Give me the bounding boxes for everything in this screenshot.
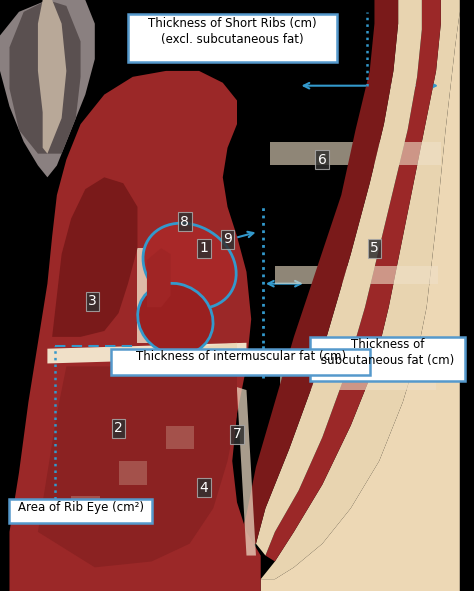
Text: 7: 7 [233, 427, 241, 441]
FancyBboxPatch shape [310, 337, 465, 381]
Polygon shape [147, 248, 171, 307]
Text: Thickness of Short Ribs (cm)
(excl. subcutaneous fat): Thickness of Short Ribs (cm) (excl. subc… [148, 17, 317, 46]
Polygon shape [275, 266, 438, 284]
Polygon shape [52, 177, 137, 337]
Ellipse shape [138, 283, 213, 355]
Polygon shape [9, 71, 261, 591]
FancyBboxPatch shape [9, 499, 152, 523]
Polygon shape [0, 0, 95, 177]
Polygon shape [261, 0, 460, 579]
Ellipse shape [143, 223, 236, 309]
Text: 1: 1 [200, 241, 208, 255]
Text: Area of Rib Eye (cm²): Area of Rib Eye (cm²) [18, 501, 144, 514]
Text: 2: 2 [114, 421, 123, 436]
Text: 3: 3 [88, 294, 97, 309]
Text: 9: 9 [223, 232, 232, 246]
Polygon shape [137, 248, 156, 343]
Polygon shape [166, 426, 194, 449]
Polygon shape [47, 343, 246, 363]
Polygon shape [38, 366, 237, 567]
Polygon shape [71, 496, 100, 520]
Text: 8: 8 [181, 215, 189, 229]
Polygon shape [256, 0, 422, 556]
Polygon shape [38, 0, 66, 154]
FancyBboxPatch shape [111, 349, 370, 375]
Polygon shape [118, 461, 147, 485]
Polygon shape [270, 142, 441, 165]
Polygon shape [280, 372, 436, 390]
Polygon shape [199, 378, 256, 556]
Polygon shape [133, 343, 237, 378]
Text: Thickness of intermuscular fat (cm): Thickness of intermuscular fat (cm) [136, 350, 346, 363]
Text: 4: 4 [200, 480, 208, 495]
FancyBboxPatch shape [128, 14, 337, 62]
Polygon shape [237, 0, 398, 550]
Polygon shape [9, 0, 81, 154]
Text: Thickness of
subcutaneous fat (cm): Thickness of subcutaneous fat (cm) [321, 338, 455, 367]
Text: 6: 6 [318, 152, 327, 167]
Polygon shape [265, 0, 441, 561]
Text: 5: 5 [370, 241, 379, 255]
Polygon shape [261, 0, 460, 591]
